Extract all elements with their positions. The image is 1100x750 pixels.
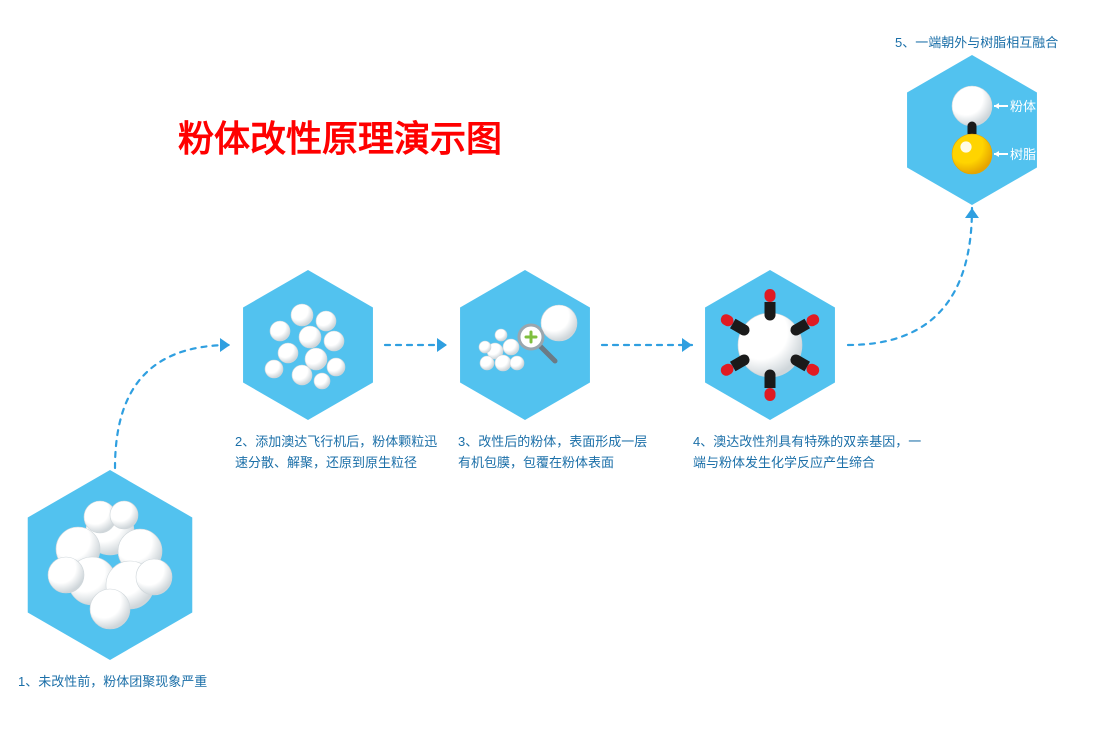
svg-text:树脂: 树脂 bbox=[1010, 147, 1036, 162]
svg-text:粉体: 粉体 bbox=[1010, 99, 1036, 114]
step-hexagon-5: 粉体树脂 bbox=[877, 35, 1067, 225]
step-hexagon-1 bbox=[0, 450, 225, 680]
step-hexagon-2 bbox=[213, 250, 403, 440]
step-caption-1: 1、未改性前，粉体团聚现象严重 bbox=[18, 672, 258, 693]
step-caption-4: 4、澳达改性剂具有特殊的双亲基因，一端与粉体发生化学反应产生缔合 bbox=[693, 432, 933, 474]
step-hexagon-4 bbox=[675, 250, 865, 440]
step-hexagon-3 bbox=[430, 250, 620, 440]
step-caption-2: 2、添加澳达飞行机后，粉体颗粒迅速分散、解聚，还原到原生粒径 bbox=[235, 432, 445, 474]
step-caption-5: 5、一端朝外与树脂相互融合 bbox=[895, 33, 1095, 54]
step-caption-3: 3、改性后的粉体，表面形成一层有机包膜，包覆在粉体表面 bbox=[458, 432, 658, 474]
